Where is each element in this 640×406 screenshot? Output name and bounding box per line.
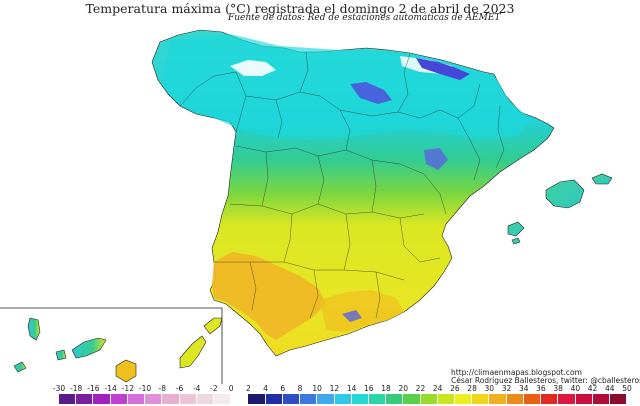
legend-swatch (558, 394, 576, 404)
legend-swatch (489, 394, 507, 404)
legend-swatch (179, 394, 197, 404)
map-title: Temperatura máxima (°C) registrada el do… (85, 1, 515, 16)
legend-tick-label: 38 (553, 384, 563, 393)
legend-swatch (575, 394, 593, 404)
cold-spot-cuenca (424, 148, 448, 170)
legend-swatch (523, 394, 542, 404)
legend-tick-label: 42 (587, 384, 598, 393)
legend-tick-labels: -30 -18 -16 -14 -12 -10 -8 -6 -4 -2 0 2 4 6 8 10 12 14 16 1… (53, 384, 632, 394)
legend-swatch (592, 394, 610, 404)
legend-tick-label: 26 (450, 384, 460, 393)
island-formentera (511, 237, 521, 245)
island-fuerteventura (179, 335, 207, 369)
legend-tick-label: 20 (398, 384, 409, 393)
credit-url: http://climaenmapas.blogspot.com (451, 368, 582, 377)
cool-area-north (162, 34, 530, 140)
legend-swatch (145, 394, 163, 404)
legend-tick-label: 32 (501, 384, 512, 393)
legend-tick-label: -16 (87, 384, 100, 393)
legend-swatch (455, 394, 473, 404)
legend-swatch (231, 394, 249, 404)
legend-tick-label: 14 (346, 384, 357, 393)
legend-swatch (317, 394, 335, 404)
legend-swatch (610, 394, 628, 404)
island-la-palma (27, 317, 41, 341)
legend-tick-label: -14 (104, 384, 117, 393)
legend-swatch (386, 394, 404, 404)
legend-tick-label: 2 (245, 384, 251, 393)
legend-swatch (213, 394, 232, 404)
island-ibiza (507, 221, 525, 237)
legend-tick-label: 50 (622, 384, 632, 393)
legend-tick-label: -30 (52, 384, 66, 393)
legend-tick-label: -8 (158, 384, 167, 393)
legend-tick-label: 16 (364, 384, 374, 393)
legend-tick-label: 36 (536, 384, 546, 393)
legend-tick-label: -10 (138, 384, 152, 393)
legend-swatch (93, 394, 111, 404)
legend-tick-label: 0 (228, 384, 234, 393)
province-borders (179, 51, 505, 319)
legend-tick-label: 22 (415, 384, 426, 393)
legend-swatch (420, 394, 438, 404)
legend-swatch (351, 394, 369, 404)
island-menorca (591, 173, 613, 185)
island-tenerife (71, 337, 107, 359)
legend-tick-label: 34 (518, 384, 529, 393)
legend-tick-label: 24 (432, 384, 443, 393)
island-la-gomera (55, 349, 67, 361)
legend-tick-label: -18 (70, 384, 83, 393)
legend-swatch (541, 394, 559, 404)
legend-swatch (403, 394, 421, 404)
legend-swatch (110, 394, 128, 404)
island-gran-canaria (115, 359, 137, 383)
cold-spot-pyrenees (416, 58, 470, 80)
canary-inset-frame (0, 307, 223, 384)
legend-swatch (506, 394, 524, 404)
cold-spot-sierra-nevada (342, 310, 362, 322)
legend-swatch (265, 394, 283, 404)
legend-tick-label: 18 (381, 384, 391, 393)
legend-tick-label: -4 (192, 384, 201, 393)
legend-swatch (248, 394, 266, 404)
legend-swatch (59, 394, 77, 404)
legend-tick-label: -6 (175, 384, 184, 393)
legend-tick-label: 4 (263, 384, 268, 393)
cold-spot-iberian (350, 82, 392, 104)
map-subtitle: Fuente de datos: Red de estaciones autom… (228, 13, 501, 23)
legend-tick-label: 10 (312, 384, 322, 393)
snow-cantabrian (230, 60, 276, 76)
hot-area-south (320, 290, 404, 332)
island-lanzarote (203, 317, 223, 335)
legend-tick-label: 30 (484, 384, 495, 393)
temperature-color-scale (59, 394, 628, 404)
legend-swatch (472, 394, 490, 404)
legend-tick-label: 40 (570, 384, 581, 393)
legend-tick-label: 28 (467, 384, 477, 393)
legend-tick-label: -2 (210, 384, 218, 393)
legend-tick-label: 44 (605, 384, 615, 393)
legend-swatch (76, 394, 94, 404)
island-el-hierro (13, 361, 27, 373)
legend-swatch (334, 394, 352, 404)
legend-swatch (127, 394, 146, 404)
legend-swatch (300, 394, 318, 404)
legend-swatch (437, 394, 456, 404)
temperature-map (0, 29, 613, 384)
legend-swatch (162, 394, 180, 404)
legend-swatch (282, 394, 301, 404)
legend-tick-label: 8 (297, 384, 303, 393)
credit-author: César Rodríguez Ballesteros, twitter: @c… (451, 376, 640, 385)
legend-swatch (368, 394, 387, 404)
island-mallorca (545, 179, 585, 209)
hot-area-southwest (212, 252, 326, 340)
legend-tick-label: 12 (329, 384, 340, 393)
legend-tick-label: 6 (280, 384, 286, 393)
legend-swatch (196, 394, 214, 404)
legend-tick-label: -12 (121, 384, 134, 393)
